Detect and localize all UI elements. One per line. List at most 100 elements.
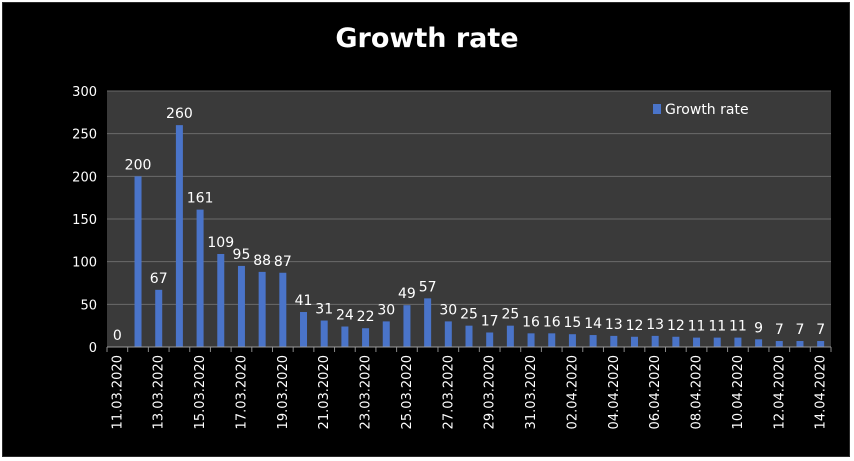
x-tick-label: 02.04.2020 [565,355,580,429]
data-label: 25 [501,307,519,323]
x-tick-label: 31.03.2020 [524,355,539,429]
data-label: 11 [688,319,706,335]
data-label: 95 [233,247,251,263]
bar [362,328,370,347]
bar [300,312,308,347]
chart-title: Growth rate [335,23,519,54]
data-label: 30 [439,302,457,318]
bar [630,336,638,347]
x-tick-label: 04.04.2020 [607,355,622,429]
bar [734,337,742,347]
x-tick-label: 27.03.2020 [441,355,456,429]
y-tick-label: 300 [72,85,97,100]
data-label: 7 [775,322,784,338]
y-axis: 0 50 100 150 200 250 300 [72,85,97,356]
data-label: 16 [522,314,540,330]
data-label: 67 [150,271,168,287]
data-label: 25 [460,307,478,323]
data-label: 109 [207,235,234,251]
bar [341,326,349,347]
data-label: 57 [419,279,437,295]
x-tick-label: 14.04.2020 [814,355,829,429]
bar [568,334,576,347]
bar [403,305,411,347]
data-label: 41 [295,293,313,309]
bars [134,125,825,347]
y-tick-label: 0 [89,341,97,356]
bar [486,332,494,347]
x-tick-label: 13.03.2020 [152,355,167,429]
bar [217,253,225,347]
x-tick-label: 25.03.2020 [400,355,415,429]
x-tick-label: 11.03.2020 [110,355,125,429]
bar [424,298,432,347]
bar [693,337,701,347]
data-label: 22 [357,309,375,325]
legend-swatch [653,104,661,114]
data-label: 16 [543,314,561,330]
data-label: 12 [626,318,644,334]
bar [713,337,721,347]
data-label: 49 [398,286,416,302]
y-tick-label: 100 [72,256,97,271]
data-label: 11 [708,319,726,335]
data-label: 200 [125,157,152,173]
x-tick-label: 23.03.2020 [359,355,374,429]
bar [651,335,659,347]
bar [527,333,535,347]
data-label: 7 [816,322,825,338]
legend: Growth rate [653,102,749,118]
bar [755,339,763,347]
x-tick-label: 19.03.2020 [276,355,291,429]
x-tick-label: 12.04.2020 [772,355,787,429]
data-label: 13 [646,317,664,333]
bar [196,209,204,347]
bar [775,341,783,347]
bar [237,265,245,347]
bar [175,125,183,347]
data-label: 13 [605,317,623,333]
legend-label: Growth rate [665,102,749,118]
bar [382,321,390,347]
bar [279,272,287,347]
data-label: 11 [729,319,747,335]
x-tick-label: 06.04.2020 [648,355,663,429]
x-tick-label: 08.04.2020 [690,355,705,429]
bar [817,341,825,347]
x-tick-label: 17.03.2020 [234,355,249,429]
x-tick-label: 21.03.2020 [317,355,332,429]
x-axis: 11.03.2020 13.03.2020 15.03.2020 17.03.2020… [106,346,832,429]
data-label: 7 [796,322,805,338]
bar [134,176,142,347]
bar [444,321,452,347]
data-label: 88 [253,253,271,269]
bar [548,333,556,347]
y-tick-label: 250 [72,128,97,143]
data-label: 12 [667,318,685,334]
data-label: 161 [187,191,214,207]
y-tick-label: 50 [80,298,97,313]
bar [589,335,597,347]
x-tick-label: 10.04.2020 [731,355,746,429]
x-tick-label: 29.03.2020 [483,355,498,429]
data-label: 31 [315,302,333,318]
bar [796,341,804,347]
bar [506,325,514,347]
y-tick-label: 150 [72,213,97,228]
data-label: 30 [377,302,395,318]
bar [610,335,618,347]
bar [155,289,163,347]
data-label: 15 [564,315,582,331]
data-label: 9 [754,320,763,336]
bar [672,336,680,347]
data-label: 260 [166,106,193,122]
data-label: 24 [336,308,354,324]
data-label: 17 [481,313,499,329]
x-tick-label: 15.03.2020 [193,355,208,429]
bar [320,320,328,347]
bar [465,325,473,347]
data-label: 0 [113,328,122,344]
